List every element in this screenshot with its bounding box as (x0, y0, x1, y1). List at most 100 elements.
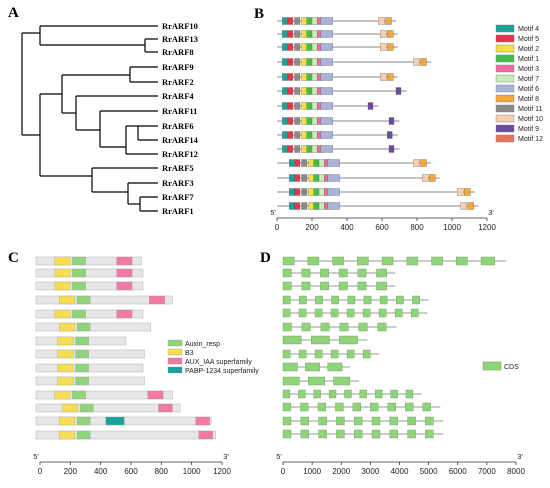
motif-box (320, 58, 333, 66)
cds-box (282, 335, 302, 345)
motif-legend-swatch (495, 104, 515, 113)
motif-box (301, 58, 308, 66)
cds-box (330, 349, 339, 359)
motif-box (388, 145, 395, 153)
cds-box (405, 402, 414, 412)
motif-box (311, 117, 318, 125)
domain-tick-label: 1000 (183, 467, 201, 476)
motif-legend-swatch (495, 134, 515, 143)
motif-box (294, 145, 301, 153)
protein-bar (35, 268, 144, 278)
motif-box (301, 43, 308, 51)
motif-box (387, 43, 394, 51)
motif-tick-label: 200 (305, 223, 319, 232)
motif-box (311, 87, 318, 95)
motif-box (287, 43, 294, 51)
gene-tick-label: 6000 (449, 467, 467, 476)
cds-box (410, 308, 419, 318)
cds-box (376, 281, 387, 291)
domain-box-aux (72, 281, 86, 291)
motif-box (294, 131, 301, 139)
motif-tick-label: 600 (375, 223, 389, 232)
motif-box (320, 43, 333, 51)
domain-box-aux (80, 403, 94, 413)
motif-box (378, 17, 385, 25)
cds-box (371, 416, 381, 426)
cds-box (300, 416, 310, 426)
domain-tick-label: 400 (94, 467, 108, 476)
domain-box-iaa (116, 309, 133, 319)
panel-label-a: A (8, 5, 19, 21)
domain-tick-label: 600 (124, 467, 138, 476)
cds-box (412, 295, 420, 305)
motif-legend-swatch (495, 94, 515, 103)
motif-legend-swatch (495, 34, 515, 43)
cds-box (282, 295, 291, 305)
motif-box (287, 117, 294, 125)
protein-bar (35, 281, 144, 291)
motif-box (385, 17, 392, 25)
gene-label-rrarf7: RrARF7 (162, 192, 194, 202)
motif-box (311, 102, 318, 110)
motif-box (388, 117, 395, 125)
cds-box (318, 429, 327, 439)
motif-five-prime: 5' (270, 208, 276, 217)
domain-box-aux (76, 430, 91, 440)
cds-box (359, 389, 367, 399)
motif-box (287, 58, 294, 66)
cds-box (347, 295, 356, 305)
motif-box (318, 188, 325, 196)
gene-label-rrarf8: RrARF8 (162, 47, 194, 57)
motif-legend-swatch (495, 114, 515, 123)
cds-box (370, 402, 379, 412)
motif-box (380, 73, 387, 81)
motif-box (301, 17, 308, 25)
domain-box-iaa (195, 416, 210, 426)
cds-box (313, 389, 321, 399)
cds-box (346, 308, 355, 318)
motif-box (301, 102, 308, 110)
motif-box (429, 174, 436, 182)
gene-label-rrarf13: RrARF13 (162, 34, 198, 44)
domain-tick-label: 800 (155, 467, 169, 476)
motif-box (287, 73, 294, 81)
motif-box (367, 102, 374, 110)
motif-legend-swatch (495, 44, 515, 53)
cds-box (327, 362, 343, 372)
cds-box (282, 376, 300, 386)
cds-box (352, 402, 361, 412)
motif-box (308, 174, 315, 182)
cds-box (480, 256, 495, 266)
cds-box (328, 389, 337, 399)
motif-box (308, 202, 315, 210)
cds-box (379, 295, 388, 305)
protein-bar (35, 430, 217, 440)
motif-box (287, 145, 294, 153)
domain-box-aux (75, 336, 89, 346)
protein-bar (35, 322, 151, 332)
motif-box (287, 102, 294, 110)
motif-box (282, 58, 288, 66)
domain-legend-label: Auxin_resp (185, 341, 220, 348)
cds-box (339, 322, 349, 332)
protein-bar (35, 349, 145, 359)
cds-box (396, 295, 404, 305)
motif-legend-label: Motif 9 (518, 126, 539, 133)
gene-tick-label: 0 (281, 467, 286, 476)
cds-box (339, 335, 358, 345)
domain-box-iaa (198, 430, 213, 440)
cds-box (456, 256, 468, 266)
cds-box (338, 268, 348, 278)
motif-box (287, 87, 294, 95)
protein-bar (35, 309, 144, 319)
cds-box (390, 389, 398, 399)
domain-box-iaa (148, 295, 165, 305)
motif-legend-label: Motif 7 (518, 76, 539, 83)
motif-box (289, 188, 295, 196)
cds-legend-swatch (482, 361, 502, 371)
motif-box (301, 87, 308, 95)
motif-box (311, 73, 318, 81)
motif-box (306, 30, 313, 38)
motif-box (327, 188, 340, 196)
cds-legend: CDS (482, 361, 519, 371)
